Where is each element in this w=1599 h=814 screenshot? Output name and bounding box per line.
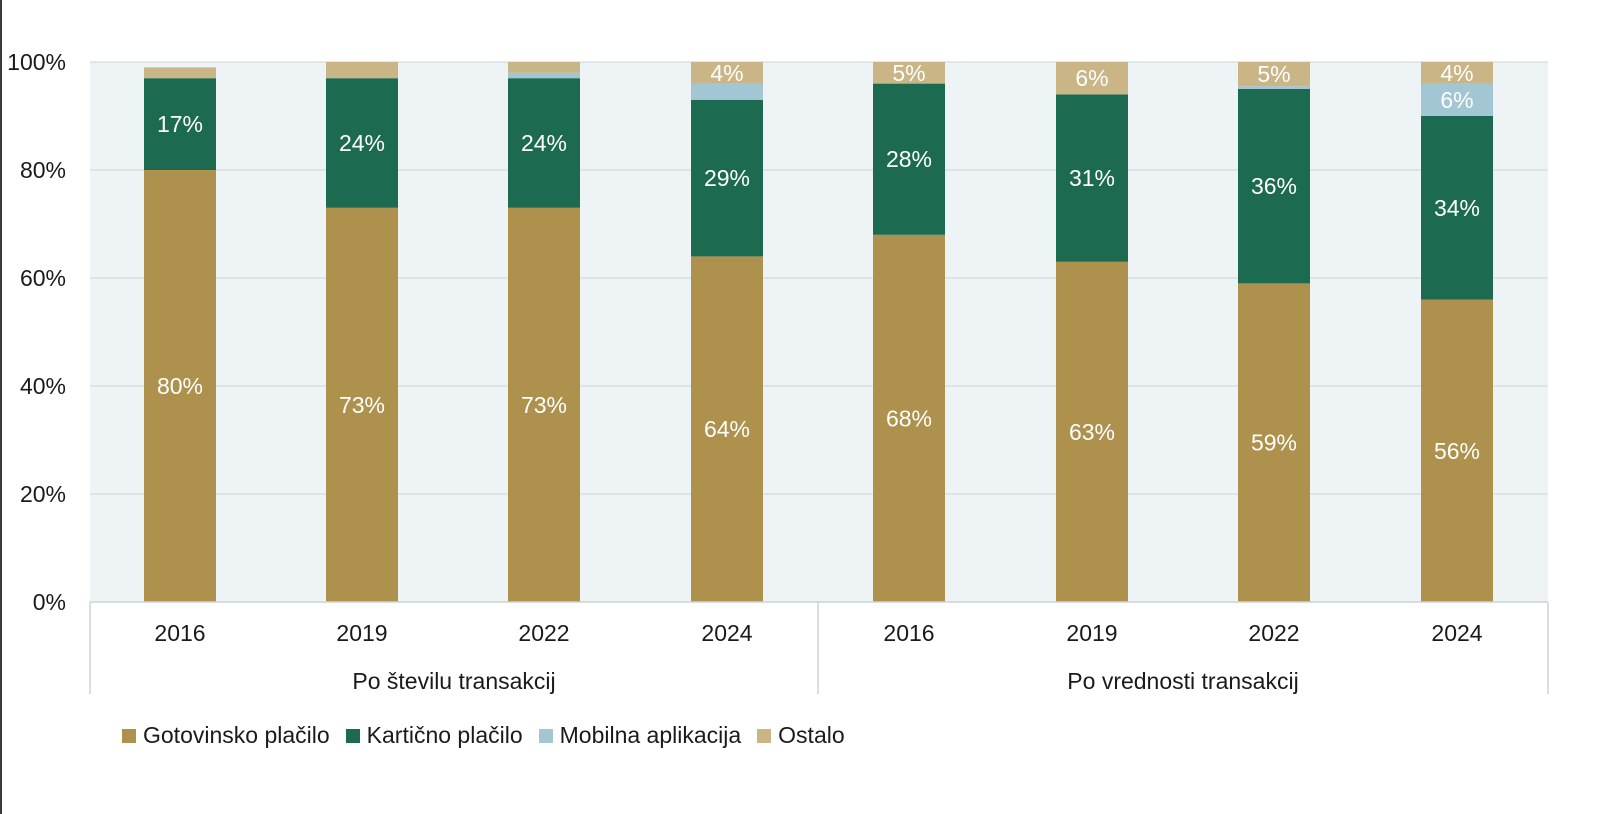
bar-value-label: 24% — [521, 130, 567, 156]
x-tick-label: 2024 — [701, 620, 752, 646]
bar-segment — [326, 207, 398, 603]
bar-segment — [1421, 299, 1493, 602]
legend-label: Mobilna aplikacija — [559, 722, 742, 748]
x-axis: 2016 2019 2022 2024 2016 2019 2022 2024 Po števi… — [89, 601, 1549, 694]
legend-item: Ostalo — [757, 722, 845, 749]
y-tick-label: 0% — [33, 589, 66, 615]
legend-item: Mobilna aplikacija — [538, 722, 742, 749]
bar-value-label: 64% — [704, 416, 750, 442]
bar-value-label: 63% — [1069, 419, 1115, 445]
bar-segment — [691, 83, 763, 100]
bars — [144, 62, 1493, 603]
x-group-label: Po številu transakcij — [352, 668, 555, 694]
bar-segment — [1238, 283, 1310, 602]
y-tick-label: 80% — [20, 157, 66, 183]
x-group-label: Po vrednosti transakcij — [1067, 668, 1298, 694]
x-tick-label: 2019 — [336, 620, 387, 646]
bar-labels: 80% 17% 73% 24% 73% 24% 64% 29% 4% 68% 28% 5% 63% 31%… — [157, 60, 1480, 464]
bar-segment — [1421, 62, 1493, 84]
bar-segment — [1421, 116, 1493, 300]
bar-segment — [691, 256, 763, 602]
x-tick-label: 2016 — [154, 620, 205, 646]
bar-value-label: 34% — [1434, 195, 1480, 221]
bar-value-label: 28% — [886, 146, 932, 172]
bar-segment — [873, 62, 945, 84]
bar-value-label: 68% — [886, 405, 932, 431]
x-tick-label: 2024 — [1431, 620, 1482, 646]
bar-segment — [326, 78, 398, 208]
bar-value-label: 4% — [710, 60, 743, 86]
bar-segment — [1056, 94, 1128, 262]
legend-label: Gotovinsko plačilo — [143, 722, 330, 748]
bar-segment — [508, 207, 580, 603]
bar-value-label: 5% — [1257, 61, 1290, 87]
bar-segment — [508, 78, 580, 208]
bar-segment — [1056, 261, 1128, 602]
legend-swatch — [122, 728, 136, 743]
bar-segment — [508, 62, 580, 73]
bar-segment — [508, 72, 580, 79]
bar-segment — [691, 99, 763, 257]
legend-swatch — [757, 728, 772, 743]
y-axis-ticks: 0% 20% 40% 60% 80% 100% — [7, 49, 66, 615]
plot-area — [90, 62, 1548, 602]
bar-value-label: 17% — [157, 111, 203, 137]
bar-segment — [326, 62, 398, 79]
bar-segment — [1238, 89, 1310, 284]
bar-segment — [873, 83, 945, 235]
bar-value-label: 4% — [1440, 60, 1473, 86]
legend-label: Kartično plačilo — [366, 722, 523, 748]
bar-segment — [873, 234, 945, 603]
legend: Gotovinsko plačilo Kartično plačilo Mobiln… — [122, 722, 861, 749]
y-tick-label: 60% — [20, 265, 66, 291]
bar-segment — [144, 78, 216, 170]
legend-swatch — [538, 728, 553, 743]
x-tick-label: 2016 — [883, 620, 934, 646]
bar-segment — [1238, 62, 1310, 87]
bar-segment — [144, 170, 216, 602]
legend-item: Kartično plačilo — [345, 722, 523, 749]
bar-segment — [691, 62, 763, 84]
y-tick-label: 40% — [20, 373, 66, 399]
x-tick-label: 2019 — [1066, 620, 1117, 646]
bar-value-label: 36% — [1251, 173, 1297, 199]
bar-value-label: 6% — [1440, 87, 1473, 113]
bar-value-label: 73% — [521, 392, 567, 418]
x-tick-label: 2022 — [518, 620, 569, 646]
y-tick-label: 20% — [20, 481, 66, 507]
bar-segment — [1056, 62, 1128, 95]
y-tick-label: 100% — [7, 49, 66, 75]
bar-value-label: 31% — [1069, 165, 1115, 191]
legend-label: Ostalo — [778, 722, 845, 748]
bar-segment — [1421, 83, 1493, 116]
legend-item: Gotovinsko plačilo — [122, 722, 330, 749]
bar-value-label: 5% — [892, 60, 925, 86]
bar-segment — [1238, 86, 1310, 89]
bar-segment — [144, 67, 216, 79]
bar-value-label: 59% — [1251, 430, 1297, 456]
bar-value-label: 6% — [1075, 65, 1108, 91]
bar-value-label: 73% — [339, 392, 385, 418]
bar-value-label: 56% — [1434, 438, 1480, 464]
bar-value-label: 29% — [704, 165, 750, 191]
bar-value-label: 24% — [339, 130, 385, 156]
x-tick-label: 2022 — [1248, 620, 1299, 646]
legend-swatch — [345, 728, 360, 743]
left-border — [0, 0, 2, 814]
bar-value-label: 80% — [157, 373, 203, 399]
